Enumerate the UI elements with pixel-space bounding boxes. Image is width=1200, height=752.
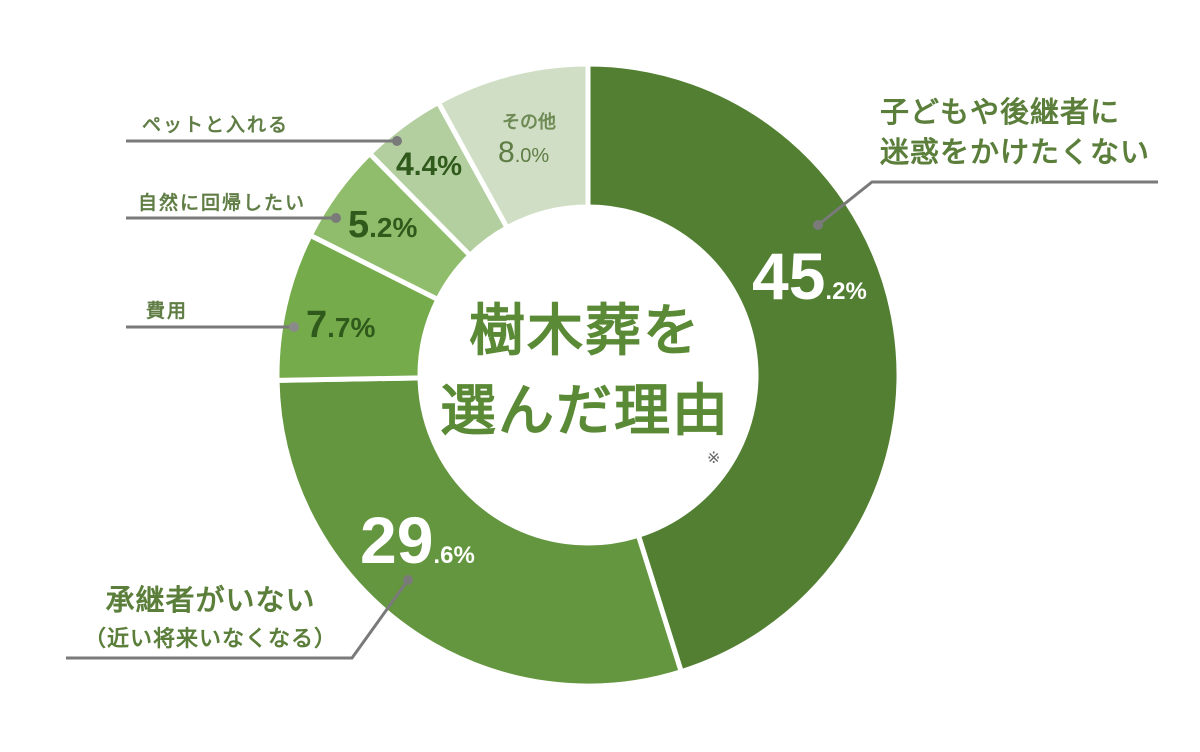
value-cost-int: 7: [306, 304, 328, 346]
label-no-successor-line2: （近い将来いなくなる）: [84, 627, 338, 652]
chart-title-line2: 選んだ理由: [440, 379, 730, 444]
value-pet-int: 4: [396, 146, 414, 182]
callout-lines: [66, 136, 1158, 660]
value-no-successor: 29.6%: [360, 502, 475, 578]
label-burden-line1: 子どもや後継者に: [880, 95, 1121, 129]
callout-dot-2: [289, 322, 299, 332]
value-no-successor-int: 29: [360, 503, 434, 577]
label-pet: ペットと入れる: [142, 114, 290, 136]
value-nature-int: 5: [348, 204, 370, 246]
value-burden-dec: .2%: [825, 278, 867, 305]
value-cost-dec: .7%: [327, 312, 376, 343]
chart-title: 樹木葬を 選んだ理由: [430, 292, 740, 452]
callout-dot-4: [392, 136, 402, 146]
note-mark: ※: [707, 448, 721, 467]
callout-line-1: [66, 579, 410, 660]
callout-dot-0: [813, 220, 823, 230]
value-no-successor-dec: .6%: [433, 542, 475, 569]
donut-slice-1: [274, 375, 685, 689]
donut-slice-0: [585, 61, 902, 675]
donut-slice-5: [434, 61, 591, 232]
value-pet-dec: .4%: [413, 150, 463, 181]
chart-title-line1: 樹木葬を: [469, 299, 701, 364]
value-other-dec: .0%: [514, 145, 550, 167]
label-no-successor: 承継者がいない （近い将来いなくなる）: [84, 580, 337, 660]
donut-slices: [274, 61, 902, 689]
value-other-int: 8: [498, 136, 515, 169]
label-nature: 自然に回帰したい: [138, 192, 307, 214]
value-other: 8.0%: [498, 136, 549, 170]
label-burden-line2: 迷惑をかけたくない: [880, 135, 1151, 169]
value-burden-int: 45: [752, 239, 826, 313]
label-cost: 費用: [146, 300, 189, 322]
callout-dot-3: [331, 213, 341, 223]
label-other: その他: [502, 112, 556, 133]
callout-dot-1: [403, 575, 413, 585]
value-cost: 7.7%: [306, 304, 375, 347]
callout-line-0: [817, 180, 1158, 227]
value-pet: 4.4%: [396, 146, 462, 183]
value-burden: 45.2%: [752, 238, 867, 314]
label-no-successor-line1: 承継者がいない: [105, 583, 316, 617]
value-nature: 5.2%: [348, 204, 417, 247]
label-burden: 子どもや後継者に 迷惑をかけたくない: [880, 92, 1150, 172]
value-nature-dec: .2%: [369, 212, 418, 243]
